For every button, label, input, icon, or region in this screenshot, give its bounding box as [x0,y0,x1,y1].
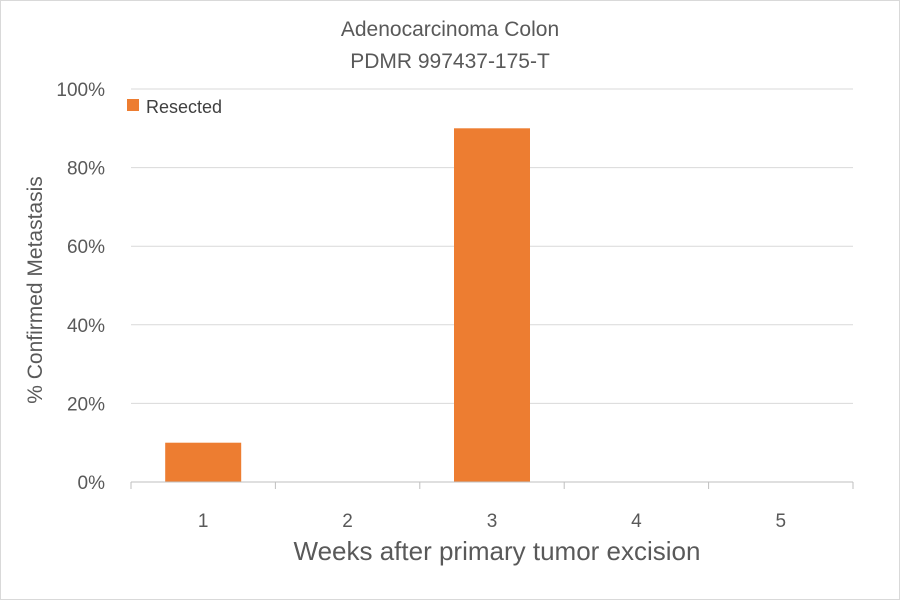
bar-resected [165,442,242,482]
x-axis [130,481,854,489]
y-tick-label: 100% [56,80,105,101]
x-tick-label: 1 [198,511,209,532]
x-tick-label: 5 [776,511,787,532]
y-axis-ticks: 0% 20% 40% 60% 80% 100% [56,80,105,494]
y-tick-label: 20% [67,394,105,415]
bars [165,128,530,483]
x-tick-label: 4 [631,511,642,532]
chart-subtitle: PDMR 997437-175-T [350,50,550,73]
chart-title: Adenocarcinoma Colon [341,18,559,41]
y-tick-label: 0% [78,473,106,494]
y-tick-label: 60% [67,237,105,258]
legend-swatch-resected [127,99,139,111]
bar-resected [454,128,530,483]
x-tick-label: 3 [487,511,498,532]
legend-label-resected: Resected [146,97,222,117]
x-tick-label: 2 [342,511,353,532]
y-tick-label: 40% [67,316,105,337]
x-axis-ticks: 1 2 3 4 5 [198,511,786,532]
legend: Resected [127,97,222,117]
y-tick-label: 80% [67,159,105,180]
x-axis-title: Weeks after primary tumor excision [294,536,701,566]
y-axis-title: % Confirmed Metastasis [24,176,47,404]
